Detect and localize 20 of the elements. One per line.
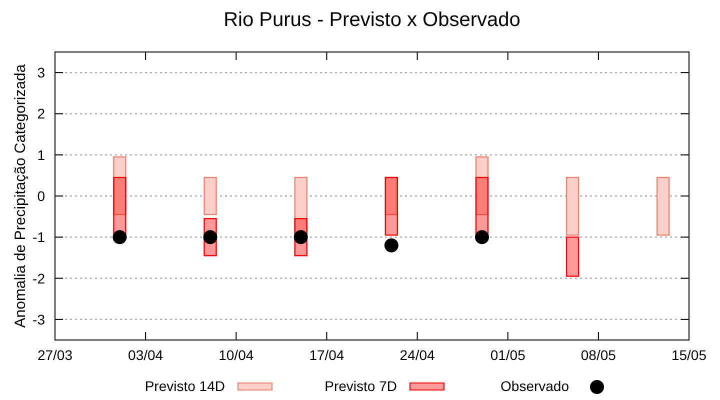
x-tick-label: 01/05 [490, 347, 526, 363]
legend-label: Observado [500, 378, 570, 394]
y-tick-label: -2 [32, 270, 46, 286]
x-tick-label: 24/04 [400, 347, 436, 363]
x-tick-label: 03/04 [128, 347, 164, 363]
x-tick-label: 27/03 [37, 347, 73, 363]
y-tick-label: 0 [37, 188, 46, 204]
x-tick-label: 17/04 [309, 347, 344, 363]
y-tick-label: -1 [32, 229, 46, 246]
x-tick-label: 15/05 [671, 347, 707, 363]
x-tick-label: 10/04 [218, 347, 254, 363]
y-tick-label: -3 [32, 311, 46, 328]
y-tick-label: 1 [37, 146, 46, 163]
legend-label: Previsto 14D [144, 378, 225, 394]
chart-title: Rio Purus - Previsto x Observado [224, 9, 520, 31]
legend-label: Previsto 7D [324, 378, 397, 394]
y-tick-label: 3 [37, 64, 46, 81]
y-axis-title: Anomalia de Precipitação Categorizada [12, 64, 29, 328]
x-tick-label: 08/05 [580, 347, 616, 363]
y-tick-label: 2 [37, 106, 46, 122]
